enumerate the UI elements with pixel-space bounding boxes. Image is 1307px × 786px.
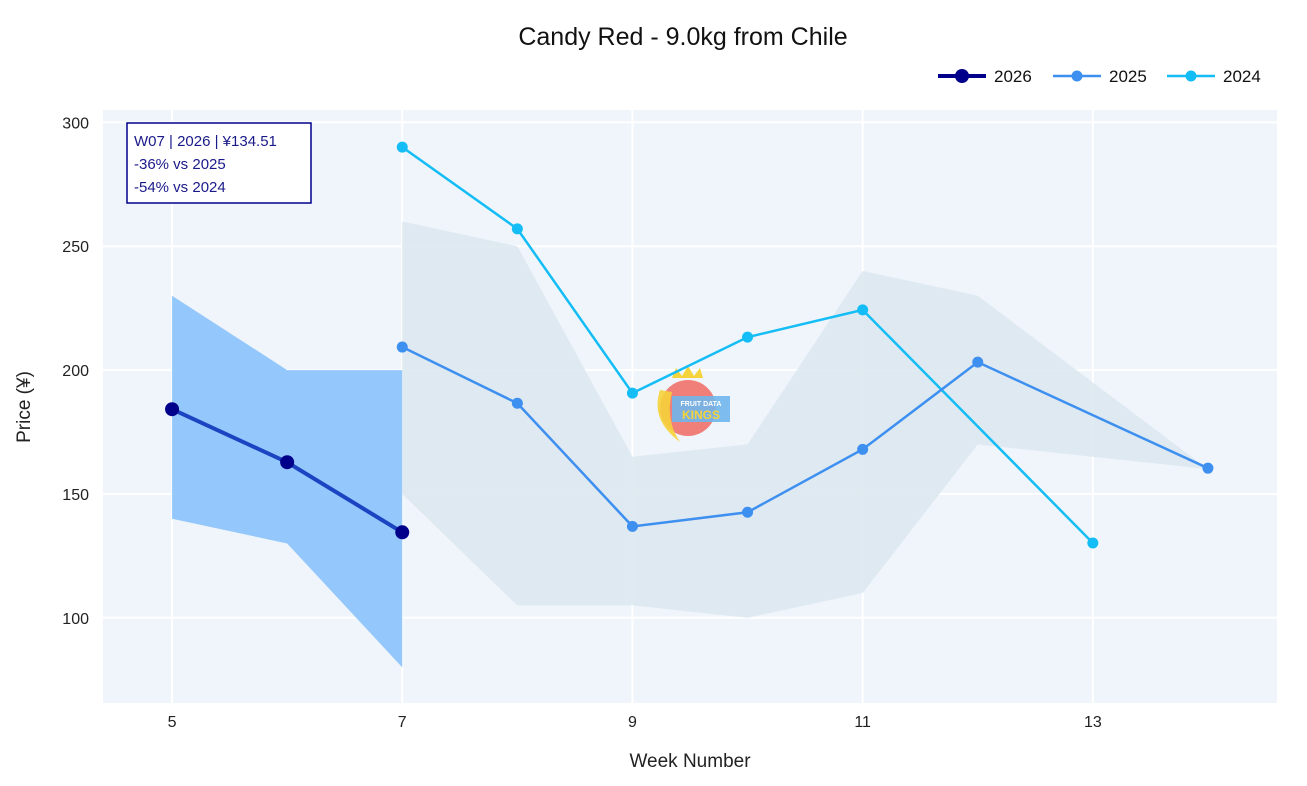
svg-text:FRUIT DATA: FRUIT DATA xyxy=(681,401,722,408)
x-tick-label: 11 xyxy=(854,714,871,731)
data-point-2025 xyxy=(396,341,408,353)
legend: 2026 2025 2024 xyxy=(938,67,1261,86)
data-point-2025 xyxy=(511,397,523,409)
legend-label: 2025 xyxy=(1109,67,1147,86)
data-point-2026 xyxy=(280,455,295,470)
range-band xyxy=(402,221,1208,618)
y-tick-label: 250 xyxy=(62,239,89,256)
x-tick-label: 5 xyxy=(168,714,177,731)
legend-marker-2026 xyxy=(955,69,969,83)
chart-title: Candy Red - 9.0kg from Chile xyxy=(518,23,847,51)
x-axis-label: Week Number xyxy=(629,751,751,772)
x-tick-label: 13 xyxy=(1084,714,1102,731)
range-band xyxy=(172,295,403,668)
svg-text:KINGS: KINGS xyxy=(682,408,720,422)
data-point-2025 xyxy=(857,443,869,455)
fruit-data-kings-logo: FRUIT DATA KINGS xyxy=(657,366,730,442)
series-line-2024 xyxy=(401,146,1094,544)
data-point-2024 xyxy=(511,223,523,235)
data-point-2025 xyxy=(626,520,638,532)
data-point-2025 xyxy=(742,506,754,518)
legend-label: 2026 xyxy=(994,67,1032,86)
y-tick-label: 100 xyxy=(62,611,89,628)
annotation-line: W07 | 2026 | ¥134.51 xyxy=(134,133,277,150)
y-tick-label: 150 xyxy=(62,487,89,504)
data-point-2025 xyxy=(1202,462,1214,474)
legend-label: 2024 xyxy=(1223,67,1261,86)
legend-marker-2025 xyxy=(1071,70,1083,82)
data-point-2024 xyxy=(1087,537,1099,549)
annotation-line: -36% vs 2025 xyxy=(134,156,226,173)
data-point-2024 xyxy=(742,331,754,343)
data-point-2024 xyxy=(396,141,408,153)
y-tick-label: 200 xyxy=(62,363,89,380)
data-point-2025 xyxy=(972,356,984,368)
legend-marker-2024 xyxy=(1185,70,1197,82)
data-point-2026 xyxy=(165,402,180,417)
x-tick-label: 7 xyxy=(398,714,407,731)
data-point-2026 xyxy=(395,525,410,540)
y-tick-label: 300 xyxy=(62,115,89,132)
x-tick-label: 9 xyxy=(628,714,637,731)
data-point-2024 xyxy=(626,387,638,399)
annotation-box: W07 | 2026 | ¥134.51 -36% vs 2025 -54% v… xyxy=(126,122,312,204)
y-axis-label: Price (¥) xyxy=(14,371,35,443)
annotation-line: -54% vs 2024 xyxy=(134,179,226,196)
data-point-2024 xyxy=(857,304,869,316)
